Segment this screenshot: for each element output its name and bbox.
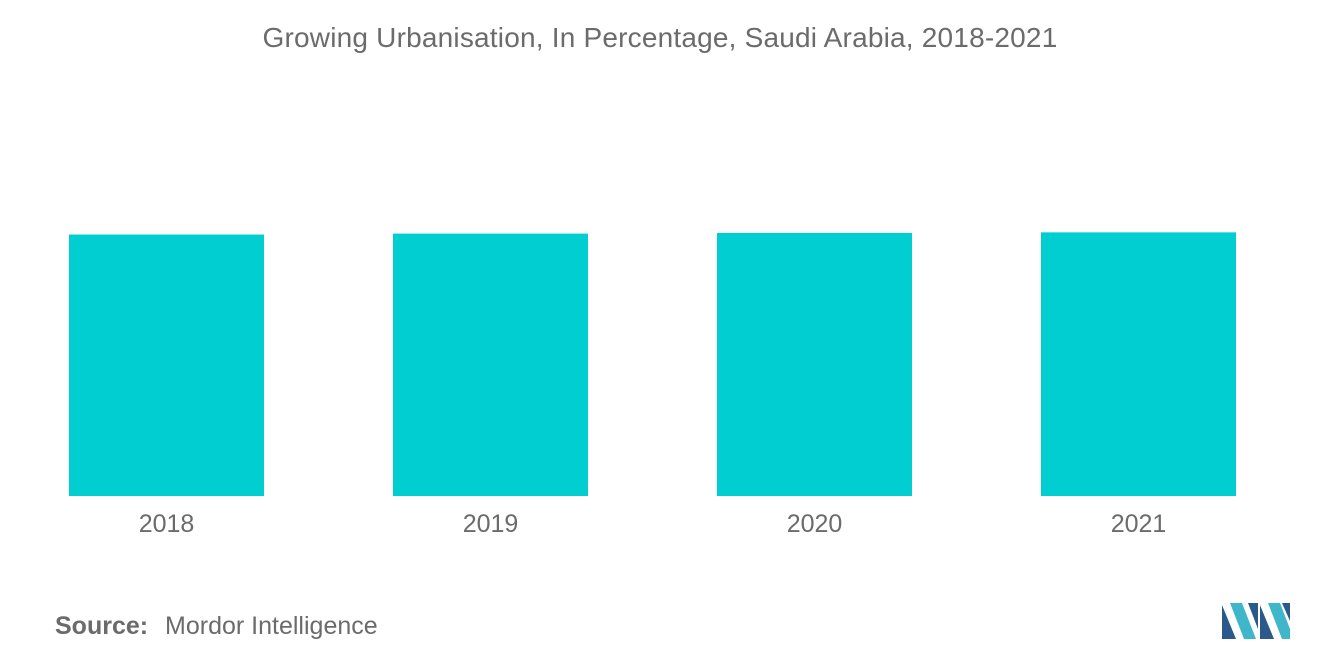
chart-title: Growing Urbanisation, In Percentage, Sau…: [262, 22, 1058, 53]
x-tick-label-2021: 2021: [1111, 510, 1167, 538]
x-tick-label-2020: 2020: [787, 510, 843, 538]
x-tick-label-2019: 2019: [463, 510, 519, 538]
bar-2018: [69, 234, 264, 496]
bar-2020: [717, 232, 912, 496]
mordor-intelligence-logo-icon: [1222, 603, 1290, 639]
source-value: Mordor Intelligence: [165, 612, 378, 640]
bar-2021: [1041, 232, 1236, 497]
source-label: Source:: [55, 612, 149, 640]
bar-2019: [393, 233, 588, 496]
source-line: Source: Mordor Intelligence: [55, 612, 378, 641]
x-tick-label-2018: 2018: [139, 510, 195, 538]
